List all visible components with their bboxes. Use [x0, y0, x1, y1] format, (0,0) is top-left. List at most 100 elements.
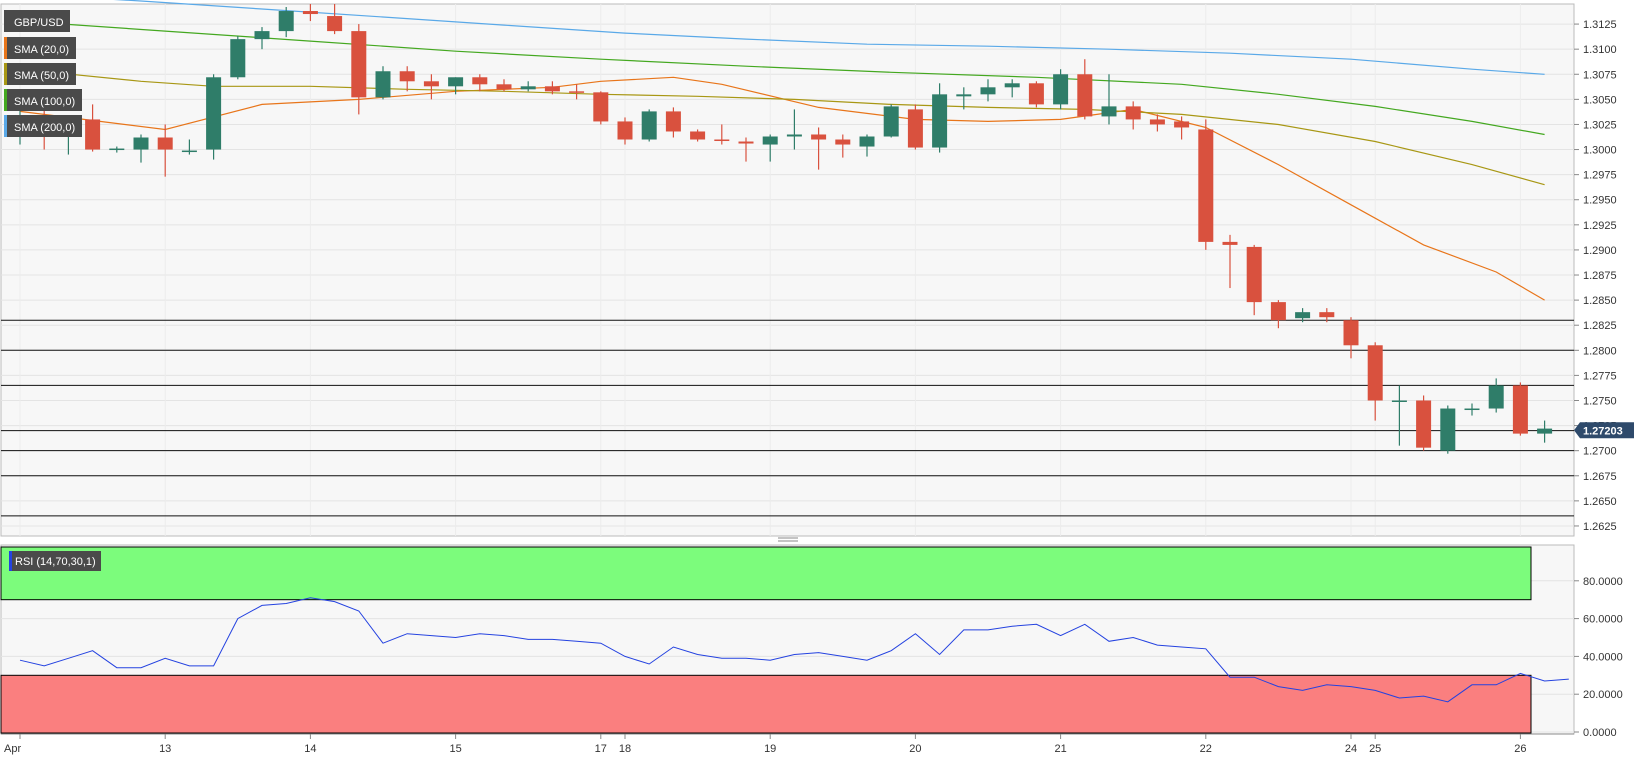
candle-bearish	[690, 131, 706, 140]
price-tick-label: 1.2825	[1583, 320, 1617, 332]
candle-bearish	[665, 111, 681, 132]
rsi-tick-label: 20.0000	[1583, 689, 1623, 701]
candle-bullish	[956, 94, 972, 97]
sma-line-0	[19, 76, 1545, 301]
candle-bearish	[1077, 74, 1093, 117]
time-tick-label: Apr	[4, 743, 21, 755]
horizontal-levels	[1, 319, 1574, 517]
candle-bearish	[835, 139, 851, 145]
candle-bearish	[569, 91, 585, 93]
candle-bearish	[327, 16, 343, 32]
price-axis: 1.3125 1.3100 1.3075 1.3050 1.3025 1.3000 1.29…	[1574, 19, 1617, 533]
candle-bearish	[738, 141, 754, 144]
candle-bullish	[980, 87, 996, 95]
candle-bearish	[1028, 83, 1044, 105]
candle-bullish	[1004, 83, 1020, 88]
price-tick-label: 1.2625	[1583, 521, 1617, 533]
candle-bullish	[1295, 312, 1311, 319]
candle-bearish	[1512, 385, 1528, 434]
candle-bullish	[859, 136, 875, 147]
candle-bearish	[157, 137, 173, 150]
candle-bullish	[278, 11, 294, 32]
candle-bullish	[883, 106, 899, 137]
time-tick-label: 24	[1345, 743, 1357, 755]
candle-bearish	[1343, 320, 1359, 346]
candle-bullish	[133, 137, 149, 150]
price-tick-label: 1.3000	[1583, 145, 1617, 157]
last-price-value: 1.27203	[1583, 425, 1623, 437]
price-tick-label: 1.3075	[1583, 69, 1617, 81]
candle-bearish	[1270, 302, 1286, 321]
candle-bearish	[593, 92, 609, 122]
legend-sma-100-text: SMA (100,0)	[14, 96, 75, 108]
candle-bullish	[181, 150, 197, 153]
candle-bullish	[1053, 74, 1069, 105]
legend-sma-200[interactable]: SMA (200,0)	[4, 115, 82, 137]
price-tick-label: 1.2700	[1583, 446, 1617, 458]
rsi-tick-label: 60.0000	[1583, 614, 1623, 626]
time-tick-label: 13	[159, 743, 171, 755]
price-tick-label: 1.2975	[1583, 170, 1617, 182]
candle-bearish	[302, 11, 318, 15]
time-axis: Apr 13 14 15 17 18 19 20 21 22 24 25 26	[1, 733, 1574, 755]
rsi-axis: 0.0000 20.0000 40.0000 60.0000 80.0000	[1574, 576, 1623, 739]
price-tick-label: 1.2925	[1583, 220, 1617, 232]
time-tick-label: 26	[1514, 743, 1526, 755]
price-tick-label: 1.3100	[1583, 44, 1617, 56]
candle-bearish	[1149, 119, 1165, 125]
candle-bearish	[472, 77, 488, 85]
legend-sma-200-text: SMA (200,0)	[14, 122, 75, 134]
candle-bullish	[1440, 408, 1456, 451]
candle-bearish	[351, 31, 367, 98]
candle-bullish	[520, 86, 536, 90]
rsi-oversold-zone	[0, 674, 1532, 734]
candle-bullish	[762, 136, 778, 145]
sma-line-3	[113, 0, 1545, 75]
price-tick-label: 1.2650	[1583, 496, 1617, 508]
legend-sma-20[interactable]: SMA (20,0)	[4, 37, 76, 59]
candle-bearish	[1246, 246, 1262, 303]
sma-lines	[19, 0, 1545, 301]
price-tick-label: 1.2675	[1583, 471, 1617, 483]
time-tick-label: 14	[304, 743, 316, 755]
candle-bullish	[932, 94, 948, 148]
candle-bearish	[714, 139, 730, 142]
last-price-tag-bg	[1574, 422, 1634, 439]
price-tick-label: 1.3025	[1583, 119, 1617, 131]
panel-resize-handle[interactable]	[778, 537, 798, 542]
candle-bullish	[448, 77, 464, 87]
candle-bearish	[399, 71, 415, 82]
rsi-overbought-zone	[0, 546, 1532, 601]
candle-bullish	[1464, 408, 1480, 411]
legend-title-text: GBP/USD	[14, 17, 64, 29]
price-tick-label: 1.3050	[1583, 94, 1617, 106]
last-price-tag: 1.27203	[1574, 422, 1634, 439]
candle-bearish	[1222, 241, 1238, 245]
rsi-legend[interactable]: RSI (14,70,30,1)	[9, 551, 101, 571]
rsi-tick-label: 40.0000	[1583, 651, 1623, 663]
price-tick-label: 1.3125	[1583, 19, 1617, 31]
time-tick-label: 21	[1054, 743, 1066, 755]
time-tick-label: 19	[764, 743, 776, 755]
price-plot-area	[0, 3, 1575, 537]
candle-bullish	[375, 71, 391, 98]
candle-bearish	[496, 84, 512, 90]
legend-sma-100[interactable]: SMA (100,0)	[4, 89, 82, 111]
rsi-tick-label: 0.0000	[1583, 727, 1617, 739]
candle-bullish	[109, 148, 125, 151]
time-tick-label: 18	[619, 743, 631, 755]
time-tick-label: 22	[1200, 743, 1212, 755]
legend-sma-50[interactable]: SMA (50,0)	[4, 63, 76, 85]
sma-line-1	[19, 68, 1545, 186]
legend-title[interactable]: GBP/USD	[4, 10, 70, 32]
price-tick-label: 1.2800	[1583, 345, 1617, 357]
time-tick-label: 17	[595, 743, 607, 755]
candle-bearish	[617, 121, 633, 140]
rsi-tick-label: 80.0000	[1583, 576, 1623, 588]
candle-bullish	[786, 134, 802, 137]
candle-bullish	[230, 39, 246, 78]
candle-bullish	[1488, 385, 1504, 409]
price-tick-label: 1.2850	[1583, 295, 1617, 307]
candle-bullish	[641, 111, 657, 140]
